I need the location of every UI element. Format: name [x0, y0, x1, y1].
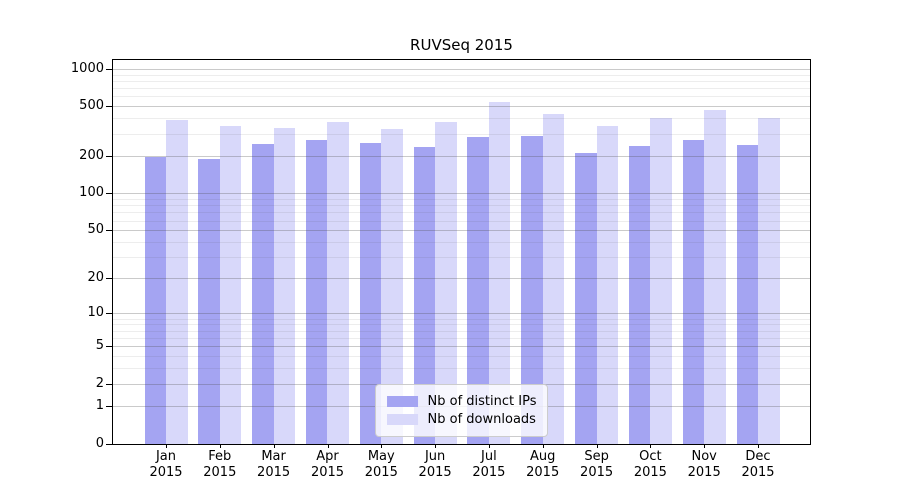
y-tick-mark	[106, 278, 112, 280]
bar-nb-of-downloads-nov-2015	[704, 109, 726, 444]
bar-nb-of-distinct-ips-jul-2015	[467, 137, 489, 444]
legend-swatch-nb-of-distinct-ips	[386, 396, 418, 407]
y-tick-mark	[106, 443, 112, 445]
major-gridline	[113, 106, 810, 108]
x-tick-label: Nov 2015	[687, 449, 721, 480]
x-tick-label: Aug 2015	[526, 449, 560, 480]
bar-nb-of-downloads-feb-2015	[219, 125, 242, 444]
y-tick-label: 20	[87, 270, 104, 286]
legend-swatch-nb-of-downloads	[386, 414, 418, 425]
bar-nb-of-downloads-dec-2015	[758, 118, 780, 444]
x-tick-label: Dec 2015	[741, 449, 775, 480]
x-tick-label: Apr 2015	[310, 449, 345, 480]
minor-gridline	[113, 96, 810, 98]
x-tick-mark	[166, 444, 167, 448]
x-tick-mark	[381, 444, 383, 448]
x-tick-label: Jan 2015	[149, 449, 183, 480]
y-tick-label: 5	[95, 338, 104, 354]
x-tick-mark	[435, 444, 437, 448]
y-tick-mark	[106, 346, 112, 348]
minor-gridline	[113, 80, 810, 82]
bar-nb-of-distinct-ips-mar-2015	[252, 144, 274, 444]
y-tick-label: 2	[95, 375, 104, 391]
x-tick-label: Jun 2015	[418, 449, 452, 480]
x-tick-mark	[758, 444, 759, 448]
x-tick-mark	[650, 444, 652, 448]
x-tick-label: Feb 2015	[203, 449, 237, 480]
chart-title: RUVSeq 2015	[410, 36, 513, 54]
legend: Nb of distinct IPs Nb of downloads	[374, 384, 549, 437]
x-tick-mark	[327, 444, 329, 448]
legend-item-nb-of-distinct-ips: Nb of distinct IPs	[386, 394, 537, 409]
x-tick-mark	[273, 444, 275, 448]
x-tick-label: Sep 2015	[580, 449, 614, 480]
major-gridline	[113, 68, 810, 70]
bar-nb-of-distinct-ips-dec-2015	[736, 144, 759, 444]
y-tick-mark	[106, 405, 112, 407]
x-tick-label: Oct 2015	[633, 449, 667, 480]
bar-nb-of-downloads-apr-2015	[327, 121, 349, 444]
x-tick-label: Mar 2015	[257, 449, 291, 480]
y-tick-label: 100	[79, 185, 104, 201]
bar-nb-of-downloads-jun-2015	[435, 121, 457, 444]
y-tick-mark	[106, 106, 112, 108]
x-tick-label: Jul 2015	[472, 449, 506, 480]
minor-gridline	[113, 74, 810, 76]
bar-nb-of-distinct-ips-aug-2015	[521, 136, 543, 444]
x-tick-mark	[488, 444, 490, 448]
minor-gridline	[113, 88, 810, 90]
y-tick-mark	[106, 383, 112, 385]
legend-item-nb-of-downloads: Nb of downloads	[386, 412, 537, 427]
legend-label-nb-of-distinct-ips: Nb of distinct IPs	[427, 394, 537, 409]
x-tick-mark	[542, 444, 544, 448]
bar-nb-of-downloads-jul-2015	[488, 101, 511, 444]
x-tick-label: May 2015	[364, 449, 398, 480]
y-tick-label: 500	[79, 98, 104, 114]
bar-nb-of-distinct-ips-apr-2015	[305, 139, 328, 444]
bar-nb-of-downloads-oct-2015	[650, 117, 672, 444]
x-tick-mark	[596, 444, 598, 448]
y-tick-label: 0	[95, 435, 104, 451]
legend-label-nb-of-downloads: Nb of downloads	[427, 412, 536, 427]
bar-nb-of-distinct-ips-nov-2015	[682, 140, 705, 444]
bar-nb-of-distinct-ips-sep-2015	[575, 152, 597, 444]
y-tick-label: 50	[87, 222, 104, 238]
plot-area: Nb of distinct IPs Nb of downloads	[112, 59, 811, 445]
bar-nb-of-downloads-jan-2015	[166, 120, 188, 444]
y-tick-label: 1	[95, 397, 104, 413]
bar-nb-of-distinct-ips-may-2015	[359, 143, 382, 444]
y-tick-label: 1000	[70, 60, 104, 76]
y-tick-mark	[106, 68, 112, 70]
y-tick-mark	[106, 230, 112, 232]
y-tick-mark	[106, 193, 112, 195]
bar-nb-of-downloads-sep-2015	[596, 125, 619, 444]
bar-nb-of-distinct-ips-oct-2015	[628, 146, 651, 444]
bar-nb-of-distinct-ips-jun-2015	[413, 147, 436, 444]
y-tick-mark	[106, 313, 112, 315]
y-tick-label: 10	[87, 305, 104, 321]
bar-nb-of-downloads-mar-2015	[273, 127, 296, 444]
bar-nb-of-downloads-aug-2015	[542, 114, 565, 444]
bar-nb-of-downloads-may-2015	[381, 128, 403, 444]
y-tick-mark	[106, 155, 112, 157]
bar-nb-of-distinct-ips-jan-2015	[144, 157, 166, 444]
x-tick-mark	[219, 444, 221, 448]
bar-nb-of-distinct-ips-feb-2015	[198, 158, 220, 444]
y-tick-label: 200	[79, 147, 104, 163]
x-tick-mark	[704, 444, 706, 448]
